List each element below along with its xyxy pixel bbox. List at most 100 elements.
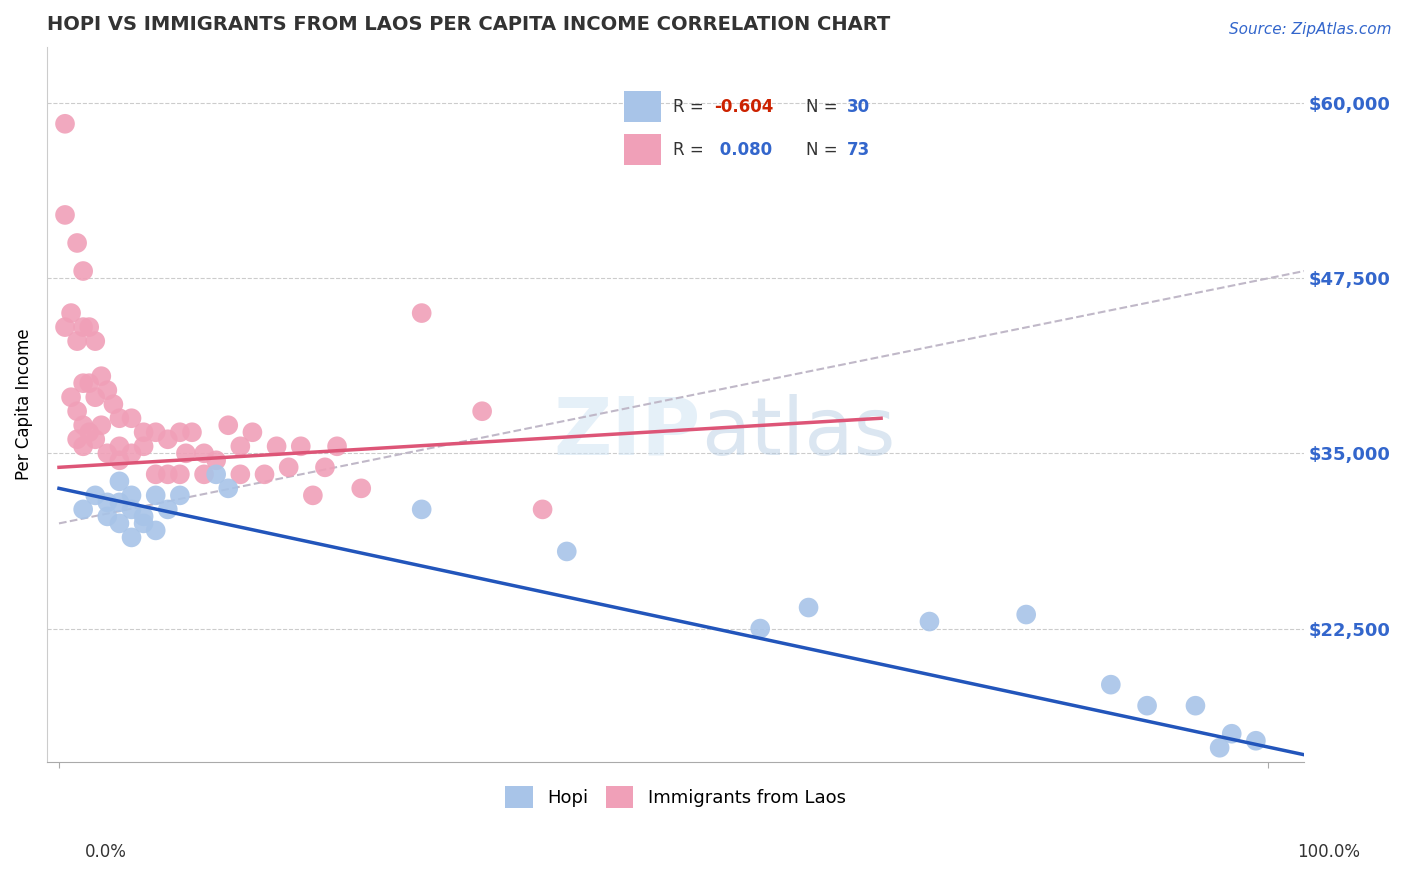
Point [1136,698,1159,713]
Point [53,208,76,222]
Point [72,264,94,278]
Point [193,467,215,482]
Point [156,502,179,516]
Point [66,334,89,348]
Text: 0.0%: 0.0% [84,843,127,861]
Point [96,383,118,397]
Point [314,460,336,475]
Point [242,425,264,440]
Point [169,425,191,440]
Point [103,397,125,411]
Point [72,376,94,391]
Point [749,622,772,636]
Point [205,453,228,467]
Point [84,390,107,404]
Text: N =: N = [807,97,844,116]
Point [193,446,215,460]
Point [53,117,76,131]
FancyBboxPatch shape [624,91,661,122]
Point [84,334,107,348]
Point [169,488,191,502]
Point [121,488,143,502]
Text: 73: 73 [846,141,870,159]
Point [121,530,143,544]
Point [90,418,112,433]
Point [132,516,155,531]
Point [145,425,167,440]
Point [1184,698,1206,713]
Point [132,509,155,524]
Text: N =: N = [807,141,844,159]
Point [531,502,554,516]
Point [121,446,143,460]
Point [108,495,131,509]
Point [132,425,155,440]
Legend: Hopi, Immigrants from Laos: Hopi, Immigrants from Laos [496,777,855,817]
Point [1015,607,1038,622]
Point [1099,678,1122,692]
Point [72,502,94,516]
Point [797,600,820,615]
Point [411,306,433,320]
Text: 0.080: 0.080 [714,141,772,159]
Point [174,446,197,460]
Point [96,495,118,509]
Text: ZIP: ZIP [554,394,700,472]
Point [72,439,94,453]
Text: HOPI VS IMMIGRANTS FROM LAOS PER CAPITA INCOME CORRELATION CHART: HOPI VS IMMIGRANTS FROM LAOS PER CAPITA … [46,15,890,34]
Point [121,411,143,425]
Point [229,439,252,453]
Text: atlas: atlas [700,394,896,472]
Point [108,453,131,467]
Point [555,544,578,558]
Y-axis label: Per Capita Income: Per Capita Income [15,328,32,480]
Point [205,467,228,482]
Point [156,467,179,482]
Point [84,488,107,502]
Point [66,404,89,418]
Point [145,467,167,482]
Point [53,320,76,334]
Point [217,418,239,433]
Point [84,432,107,446]
Text: 30: 30 [846,97,870,116]
Point [96,446,118,460]
Point [108,475,131,489]
Point [60,306,83,320]
Point [66,432,89,446]
Point [277,460,299,475]
Point [90,369,112,384]
Point [290,439,312,453]
Point [108,516,131,531]
Point [229,467,252,482]
FancyBboxPatch shape [624,135,661,165]
Point [121,502,143,516]
Text: R =: R = [673,141,710,159]
Point [77,376,100,391]
Point [181,425,204,440]
Point [253,467,276,482]
Point [302,488,325,502]
Point [60,390,83,404]
Point [350,481,373,495]
Point [156,432,179,446]
Point [77,320,100,334]
Point [66,235,89,250]
Text: -0.604: -0.604 [714,97,773,116]
Point [77,425,100,440]
Point [72,418,94,433]
Point [1244,733,1267,747]
Point [217,481,239,495]
Point [266,439,288,453]
Point [145,524,167,538]
Point [169,467,191,482]
Point [918,615,941,629]
Text: 100.0%: 100.0% [1298,843,1360,861]
Point [96,509,118,524]
Point [72,320,94,334]
Point [1220,727,1243,741]
Point [108,439,131,453]
Point [145,488,167,502]
Point [108,411,131,425]
Text: Source: ZipAtlas.com: Source: ZipAtlas.com [1229,22,1392,37]
